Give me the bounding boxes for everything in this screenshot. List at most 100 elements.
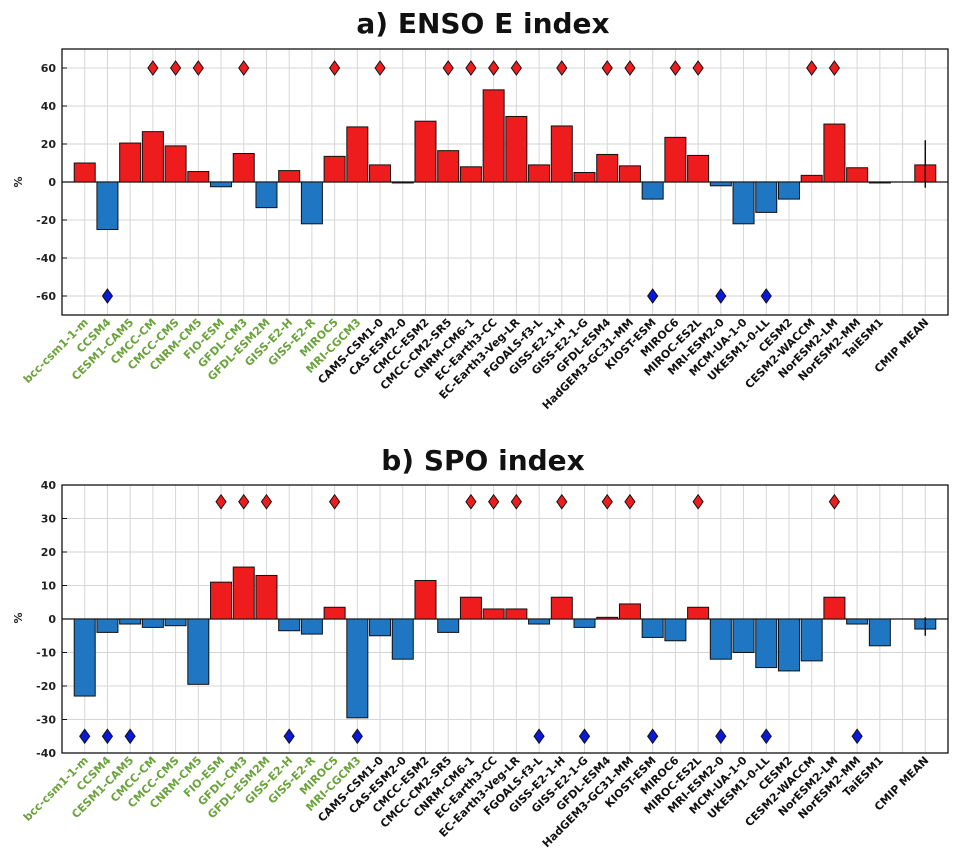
- marker-red-diamond: [669, 60, 681, 76]
- bar-gfdl-cm3: [232, 153, 255, 183]
- marker-red-diamond: [488, 60, 500, 76]
- marker-red-diamond: [601, 493, 613, 510]
- y-tick-label: -20: [36, 680, 56, 693]
- bar-giss-e2-r: [300, 181, 323, 225]
- bar-noresm2-lm: [823, 596, 846, 620]
- bar-cnrm-cm6-1: [459, 166, 482, 183]
- bar-taiesm1: [868, 618, 891, 647]
- marker-red-diamond: [215, 493, 227, 510]
- y-tick-label: 0: [48, 613, 56, 626]
- marker-red-diamond: [488, 493, 500, 510]
- bar-mri-cgcm3: [346, 618, 369, 719]
- marker-blue-diamond: [283, 728, 295, 745]
- marker-red-diamond: [806, 60, 818, 76]
- bar-cas-esm2-0: [391, 181, 414, 184]
- bar-cmcc-esm2: [414, 120, 437, 183]
- chart-title-a: a) ENSO E index: [356, 7, 609, 40]
- marker-red-diamond: [465, 493, 477, 510]
- marker-blue-diamond: [647, 288, 659, 304]
- bar-miroc-es2l: [687, 606, 710, 620]
- bar-hadgem3-gc31-mm: [618, 603, 641, 620]
- bar-ccsm4: [96, 618, 119, 633]
- marker-red-diamond: [828, 60, 841, 76]
- marker-red-diamond: [329, 60, 341, 76]
- bar-cmcc-esm2: [414, 579, 437, 620]
- y-tick-label: -60: [36, 290, 56, 303]
- bar-taiesm1: [868, 181, 891, 184]
- marker-red-diamond: [601, 60, 613, 76]
- marker-blue-diamond: [533, 728, 545, 745]
- bar-giss-e2-1-g: [573, 618, 596, 628]
- bar-ec-earth3-cc: [482, 89, 505, 183]
- bar-cmcc-cm2-sr5: [437, 618, 460, 633]
- y-tick-label: 0: [48, 176, 56, 189]
- bar-gfdl-esm4: [596, 153, 619, 183]
- bar-miroc6: [664, 136, 687, 183]
- y-tick-label: 40: [41, 479, 57, 492]
- marker-red-diamond: [510, 60, 522, 76]
- x-axis-labels: bcc-csm1-1-mCCSM4CESM1-CAM5CMCC-CMCMCC-C…: [21, 754, 932, 851]
- y-tick-label: 20: [41, 546, 57, 559]
- bar-cams-csm1-0: [369, 618, 392, 637]
- x-axis-labels: bcc-csm1-1-mCCSM4CESM1-CAM5CMCC-CMCMCC-C…: [21, 316, 932, 413]
- bar-bcc-csm1-1-m: [73, 162, 96, 183]
- bar-kiost-esm: [641, 618, 664, 638]
- y-tick-label: -40: [36, 252, 56, 265]
- marker-red-diamond: [238, 60, 250, 76]
- y-axis: -60 -40 -20 0 20 40 60: [36, 62, 67, 303]
- y-tick-label: -20: [36, 214, 56, 227]
- bar-cesm1-cam5: [119, 618, 142, 625]
- bar-gfdl-esm4: [596, 616, 619, 620]
- bar-cmcc-cms: [164, 145, 187, 183]
- bar-giss-e2-1-h: [550, 125, 573, 183]
- marker-red-diamond: [624, 493, 636, 510]
- bar-fgoals-f3-l: [528, 618, 551, 625]
- bar-bcc-csm1-1-m: [73, 618, 96, 697]
- marker-blue-diamond: [578, 728, 591, 745]
- bar-fgoals-f3-l: [528, 164, 551, 183]
- bar-hadgem3-gc31-mm: [618, 165, 641, 183]
- marker-red-diamond: [442, 60, 454, 76]
- marker-red-diamond: [147, 60, 159, 76]
- panel-spo-index: b) SPO index % -40 -30 -20 -10 0 10 20 30 40 bcc-…: [12, 444, 949, 851]
- marker-red-diamond: [329, 493, 341, 510]
- bar-series: [73, 566, 937, 719]
- bar-cmcc-cm: [141, 131, 164, 183]
- bar-miroc5: [323, 155, 346, 183]
- bar-noresm2-mm: [846, 618, 869, 625]
- bar-gfdl-cm3: [232, 566, 255, 620]
- marker-blue-diamond: [760, 728, 772, 745]
- bar-ec-earth3-veg-lr: [505, 115, 528, 183]
- panel-enso-e-index: a) ENSO E index % -60 -40 -20 0 20 40 60 bcc-cs…: [12, 7, 949, 413]
- marker-red-diamond: [465, 60, 477, 76]
- marker-red-diamond: [169, 60, 182, 76]
- y-tick-label: -40: [36, 747, 56, 760]
- bar-giss-e2-r: [300, 618, 323, 635]
- bar-miroc5: [323, 606, 346, 620]
- marker-blue-diamond: [851, 728, 863, 745]
- bar-cesm2: [777, 618, 800, 672]
- gridlines: [62, 484, 948, 754]
- bar-giss-e2-h: [278, 618, 301, 632]
- bar-mcm-ua-1-0: [732, 181, 755, 225]
- bar-mcm-ua-1-0: [732, 618, 755, 653]
- bar-cmcc-cm: [141, 618, 164, 628]
- bar-series: [73, 89, 937, 230]
- marker-blue-diamond: [351, 728, 363, 745]
- bar-cmcc-cms: [164, 618, 187, 627]
- bar-cesm1-cam5: [119, 142, 142, 183]
- bar-miroc-es2l: [687, 154, 710, 183]
- bar-cesm2-waccm: [800, 618, 823, 662]
- y-tick-label: 40: [41, 100, 57, 113]
- marker-blue-diamond: [79, 728, 91, 745]
- bar-cnrm-cm5: [187, 618, 210, 685]
- marker-red-diamond: [192, 60, 204, 76]
- marker-red-diamond: [556, 493, 568, 510]
- bar-ukesm1-0-ll: [755, 181, 778, 213]
- marker-red-diamond: [692, 60, 704, 76]
- bar-ec-earth3-veg-lr: [505, 608, 528, 620]
- bar-cnrm-cm6-1: [459, 596, 482, 620]
- bar-cesm2: [777, 181, 800, 200]
- bar-ccsm4: [96, 181, 119, 230]
